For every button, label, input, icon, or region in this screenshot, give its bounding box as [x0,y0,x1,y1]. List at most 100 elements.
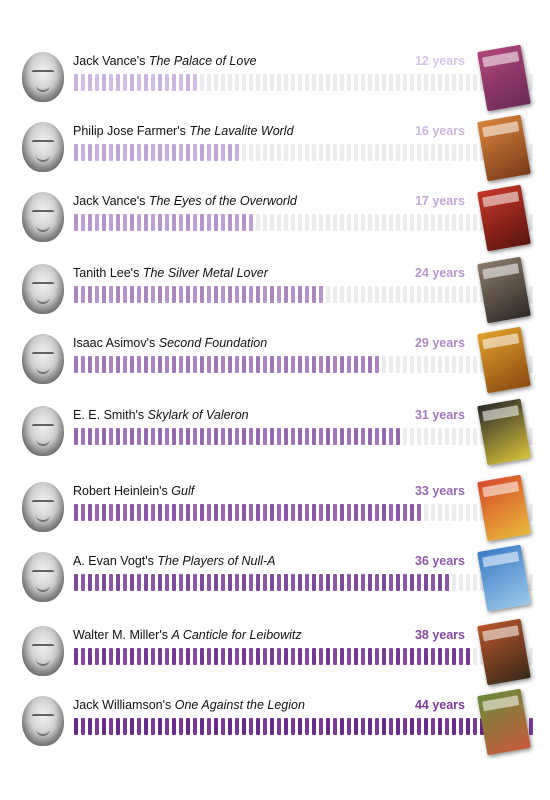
bar-segment-filled [277,504,281,521]
bar-segment-filled [410,718,414,735]
bar-segment-filled [242,214,246,231]
bar-segment-filled [130,574,134,591]
bar-segment-filled [228,648,232,665]
bar-segment-filled [109,356,113,373]
years-bar [74,648,533,665]
bar-segment-filled [81,286,85,303]
bar-segment-filled [326,356,330,373]
bar-segment-empty [424,74,428,91]
years-bar [74,144,533,161]
bar-segment-empty [452,214,456,231]
bar-segment-filled [319,428,323,445]
bar-segment-empty [242,144,246,161]
bar-segment-empty [270,214,274,231]
bar-segment-empty [291,144,295,161]
bar-segment-filled [74,286,78,303]
bar-segment-filled [151,718,155,735]
bar-segment-filled [375,504,379,521]
bar-segment-filled [305,574,309,591]
bar-segment-filled [95,286,99,303]
bar-segment-empty [263,144,267,161]
bar-segment-filled [88,504,92,521]
bar-segment-filled [361,574,365,591]
bar-segment-empty [396,144,400,161]
bar-segment-filled [186,286,190,303]
bar-segment-filled [270,356,274,373]
bar-segment-filled [186,648,190,665]
bar-segment-filled [95,718,99,735]
bar-segment-filled [263,428,267,445]
bar-segment-filled [123,356,127,373]
bar-segment-empty [438,356,442,373]
bar-segment-filled [95,648,99,665]
bar-segment-filled [263,574,267,591]
bar-segment-filled [417,718,421,735]
bar-segment-filled [109,144,113,161]
bar-segment-filled [298,356,302,373]
book-cover-thumbnail [477,256,531,324]
bar-segment-filled [137,428,141,445]
bar-segment-filled [116,428,120,445]
bar-segment-filled [193,648,197,665]
bar-segment-filled [207,286,211,303]
bar-segment-filled [193,428,197,445]
bar-segment-empty [298,74,302,91]
bar-segment-filled [382,648,386,665]
bar-segment-empty [340,214,344,231]
bar-segment-empty [473,74,477,91]
bar-segment-filled [284,356,288,373]
bar-segment-filled [123,74,127,91]
book-label: E. E. Smith's Skylark of Valeron [73,408,249,422]
bar-segment-filled [347,356,351,373]
bar-segment-empty [529,428,533,445]
bar-segment-filled [74,356,78,373]
bar-segment-empty [529,504,533,521]
bar-segment-filled [333,574,337,591]
author-name: Philip Jose Farmer's [73,124,186,138]
bar-segment-empty [382,144,386,161]
bar-segment-filled [179,504,183,521]
author-portrait [22,334,64,384]
bar-segment-filled [151,214,155,231]
bar-segment-filled [249,214,253,231]
bar-segment-empty [354,144,358,161]
bar-segment-filled [81,648,85,665]
bar-segment-filled [431,574,435,591]
bar-segment-empty [375,286,379,303]
bar-segment-filled [144,428,148,445]
bar-segment-filled [88,718,92,735]
bar-segment-empty [410,74,414,91]
bar-segment-filled [431,718,435,735]
author-portrait [22,696,64,746]
bar-segment-filled [116,504,120,521]
bar-segment-filled [172,356,176,373]
bar-segment-filled [347,428,351,445]
bar-segment-filled [200,574,204,591]
bar-segment-filled [298,718,302,735]
book-cover-thumbnail [477,688,531,756]
bar-segment-filled [403,718,407,735]
bar-segment-empty [466,214,470,231]
bar-segment-filled [81,504,85,521]
bar-segment-empty [445,428,449,445]
bar-segment-filled [200,428,204,445]
bar-segment-filled [228,214,232,231]
book-label: Jack Vance's The Eyes of the Overworld [73,194,297,208]
bar-segment-filled [165,356,169,373]
bar-segment-filled [88,144,92,161]
bar-segment-filled [417,648,421,665]
bar-segment-empty [529,574,533,591]
bar-segment-filled [445,574,449,591]
book-row: E. E. Smith's Skylark of Valeron 31 years [0,398,550,478]
bar-segment-empty [424,428,428,445]
bar-segment-filled [403,648,407,665]
bar-segment-filled [277,428,281,445]
bar-segment-empty [249,144,253,161]
bar-segment-filled [529,718,533,735]
years-value-label: 12 years [414,54,465,68]
bar-segment-filled [361,648,365,665]
bar-segment-empty [410,144,414,161]
bar-segment-empty [249,74,253,91]
bar-segment-filled [165,286,169,303]
bar-segment-empty [431,504,435,521]
